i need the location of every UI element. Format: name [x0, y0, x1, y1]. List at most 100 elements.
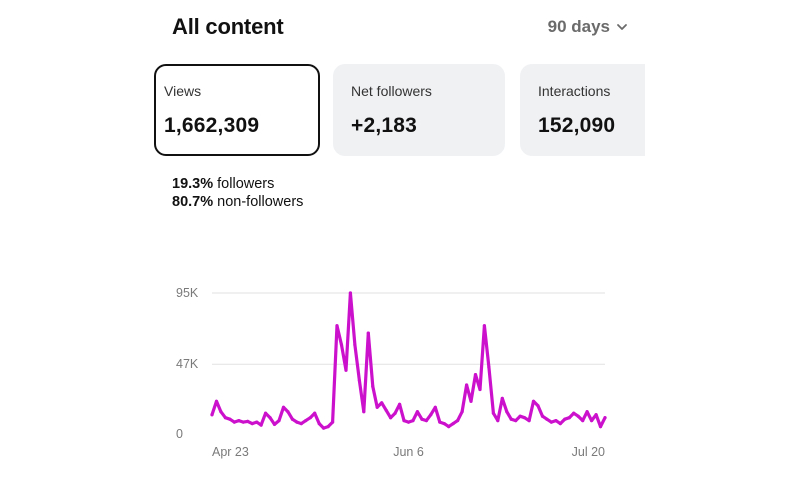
data-point [304, 419, 308, 423]
data-point [433, 405, 437, 409]
data-point [290, 417, 294, 421]
data-point [523, 416, 527, 420]
data-point [214, 399, 219, 403]
data-point [281, 405, 286, 409]
data-point [518, 414, 522, 418]
data-point [246, 419, 250, 423]
data-point [264, 411, 268, 415]
metric-card-views[interactable]: Views 1,662,309 [154, 64, 320, 156]
data-point [295, 420, 299, 424]
data-point [272, 422, 277, 426]
data-point [549, 420, 554, 424]
data-point [259, 423, 263, 427]
data-point [500, 396, 504, 400]
data-point [487, 365, 491, 369]
metric-cards: Views 1,662,309 Net followers +2,183 Int… [0, 0, 800, 160]
metric-card-value: +2,183 [351, 114, 418, 137]
data-point [554, 419, 558, 423]
metric-card-label: Net followers [351, 83, 432, 99]
data-point [366, 331, 370, 335]
data-point [590, 419, 594, 423]
data-point [411, 419, 415, 423]
breakdown-row-followers: 19.3% followers [172, 175, 303, 193]
breakdown-label: followers [217, 176, 275, 192]
data-point [210, 413, 214, 417]
metric-card-interactions[interactable]: Interactions 152,090 [520, 64, 645, 156]
data-point [531, 399, 536, 403]
data-point [469, 399, 473, 403]
data-point [594, 413, 598, 417]
data-point [491, 411, 495, 415]
data-point [558, 422, 562, 426]
data-point [317, 422, 321, 426]
x-tick-label: Jul 20 [572, 445, 605, 459]
data-point [536, 404, 540, 408]
data-point [572, 411, 576, 415]
data-point [219, 410, 223, 414]
metric-card-label: Interactions [538, 83, 611, 99]
data-point [353, 343, 357, 347]
data-point [331, 420, 335, 424]
data-point [598, 425, 603, 429]
data-point [438, 420, 442, 424]
data-point [402, 419, 406, 423]
data-point [286, 410, 290, 414]
y-tick-label: 95K [176, 286, 199, 300]
data-point [415, 410, 419, 414]
data-point [442, 422, 446, 426]
data-point [398, 402, 402, 406]
data-point [232, 420, 236, 424]
data-point [326, 425, 330, 429]
data-point [357, 379, 361, 383]
data-point [380, 401, 384, 405]
data-point [308, 416, 312, 420]
data-point [505, 410, 509, 414]
metric-card-value: 152,090 [538, 114, 616, 137]
data-point [335, 324, 339, 328]
audience-breakdown: 19.3% followers 80.7% non-followers [172, 175, 303, 211]
x-tick-label: Apr 23 [212, 445, 249, 459]
y-tick-label: 0 [176, 427, 183, 441]
data-point [460, 410, 464, 414]
data-point [375, 405, 379, 409]
x-tick-label: Jun 6 [393, 445, 424, 459]
page-title: All content [172, 14, 284, 39]
data-point [429, 413, 433, 417]
data-point [299, 422, 303, 426]
breakdown-percent: 80.7% [172, 194, 214, 210]
data-point [514, 419, 518, 423]
data-point [451, 422, 455, 426]
data-point [250, 422, 254, 426]
data-point [228, 417, 232, 421]
header: All content 90 days [172, 12, 628, 44]
data-point [478, 387, 482, 392]
metric-card-net-followers[interactable]: Net followers +2,183 [333, 64, 505, 156]
data-point [241, 420, 245, 424]
data-point [313, 411, 317, 415]
data-point [482, 324, 486, 328]
data-point [447, 425, 451, 429]
data-point [527, 419, 531, 423]
y-tick-label: 47K [176, 357, 199, 371]
breakdown-row-non-followers: 80.7% non-followers [172, 193, 303, 211]
data-point [424, 419, 428, 423]
data-point [545, 417, 549, 421]
breakdown-label: non-followers [217, 194, 304, 210]
data-point [509, 417, 513, 421]
data-point [456, 419, 460, 423]
data-point [268, 416, 272, 420]
data-point [420, 417, 424, 421]
data-point [339, 343, 344, 347]
data-point [581, 419, 585, 423]
metric-card-label: Views [164, 83, 202, 99]
data-point [563, 417, 567, 421]
data-point [237, 419, 241, 423]
data-point [496, 419, 500, 423]
data-point [567, 416, 571, 420]
data-point [322, 426, 326, 430]
metric-card-value: 1,662,309 [164, 114, 260, 137]
data-point [603, 416, 607, 420]
breakdown-percent: 19.3% [172, 176, 214, 192]
date-range-dropdown[interactable]: 90 days [548, 12, 628, 42]
